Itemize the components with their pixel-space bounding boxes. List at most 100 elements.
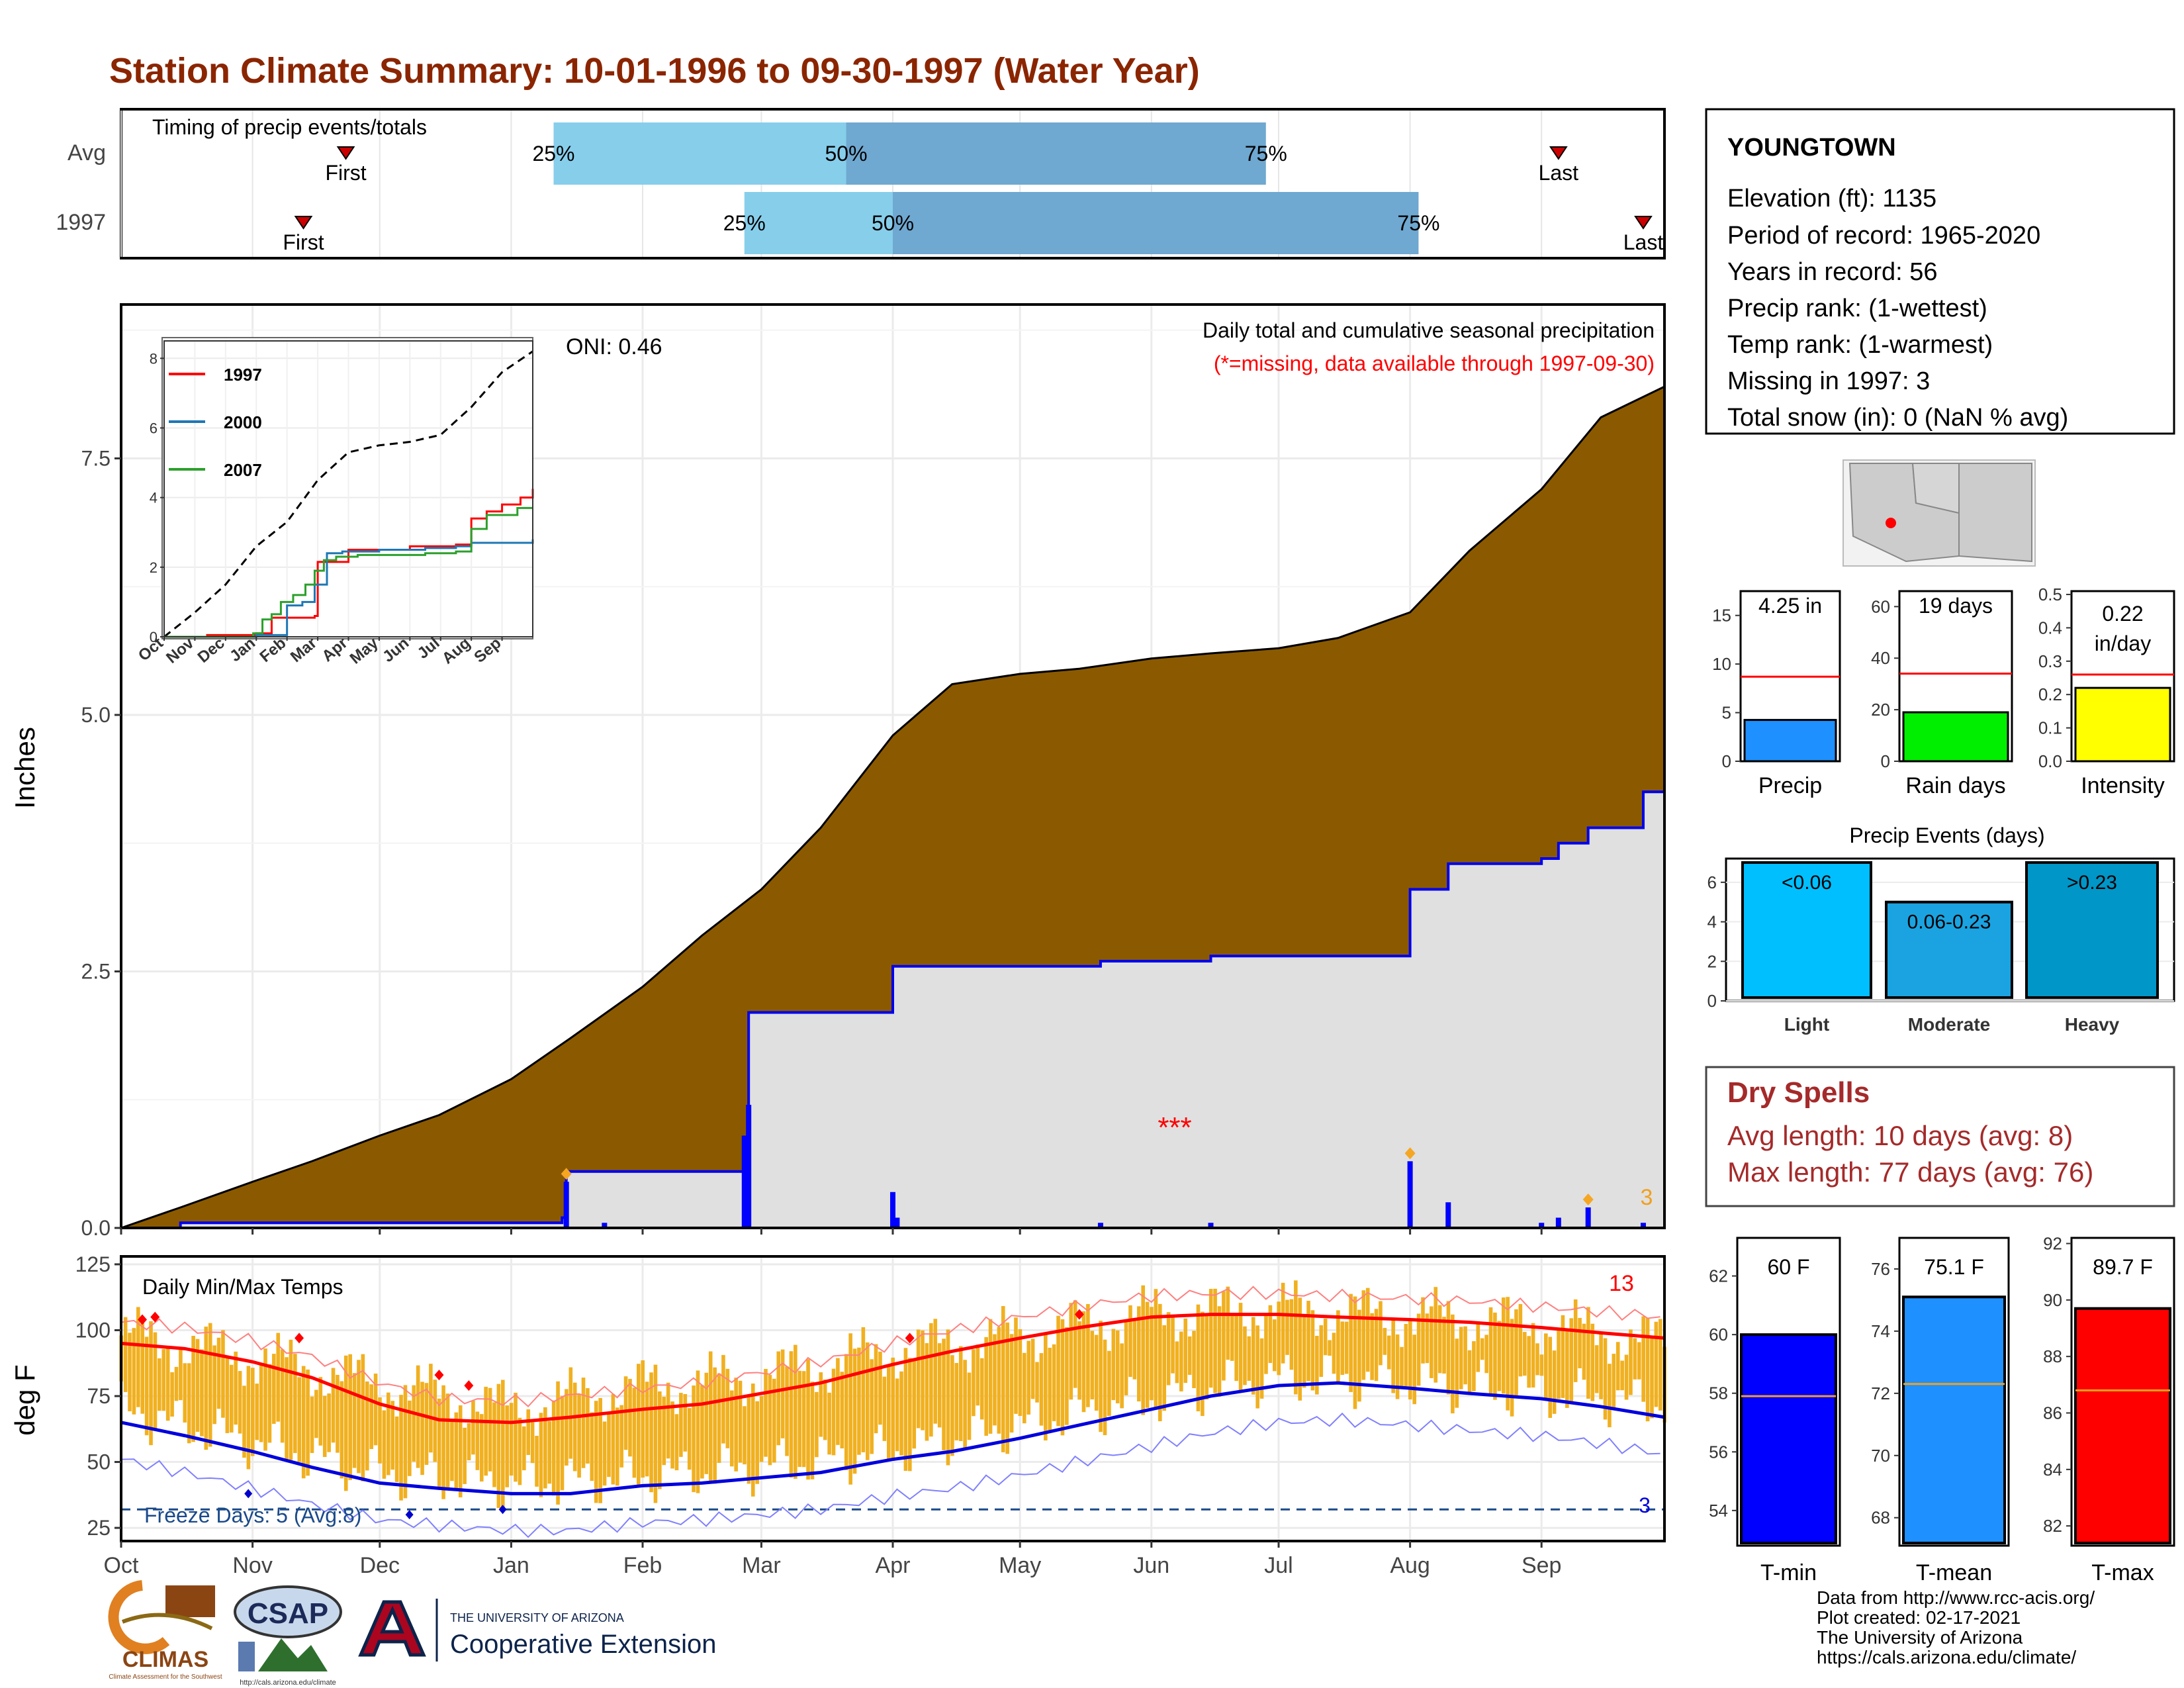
temp-xtick-label: Jan bbox=[493, 1553, 529, 1578]
daily-temp-bar bbox=[259, 1363, 263, 1442]
daily-temp-bar bbox=[815, 1391, 819, 1458]
daily-temp-bar bbox=[1208, 1289, 1213, 1388]
temp-xtick-label: May bbox=[999, 1553, 1041, 1578]
timing-pct-label: 25% bbox=[532, 142, 574, 165]
daily-temp-bar bbox=[1455, 1338, 1459, 1408]
daily-temp-bar bbox=[759, 1395, 764, 1462]
daily-temp-bar bbox=[1446, 1301, 1451, 1395]
daily-temp-bar bbox=[1128, 1305, 1132, 1378]
daily-temp-bar bbox=[1026, 1340, 1031, 1415]
daily-temp-bar bbox=[433, 1380, 437, 1462]
daily-temp-bar bbox=[153, 1332, 158, 1430]
daily-temp-bar bbox=[1310, 1310, 1315, 1391]
temp-summary-value-text: 75.1 F bbox=[1924, 1255, 1984, 1279]
dry-spells-box: Dry Spells Avg length: 10 days (avg: 8) … bbox=[1705, 1066, 2175, 1207]
daily-temp-bar bbox=[1629, 1329, 1633, 1395]
oni-label: ONI: 0.46 bbox=[566, 334, 662, 359]
daily-temp-bar bbox=[1272, 1319, 1277, 1372]
last-label: Last bbox=[1623, 230, 1664, 254]
summary-bar-label: Precip bbox=[1758, 773, 1822, 798]
hot-count: 13 bbox=[1609, 1271, 1634, 1296]
daily-temp-bar bbox=[692, 1385, 696, 1493]
temp-ytick-label: 50 bbox=[87, 1450, 111, 1474]
inset-line-2007 bbox=[164, 506, 533, 638]
heavy-event-marker bbox=[561, 1168, 572, 1180]
daily-temp-bar bbox=[149, 1321, 153, 1446]
daily-temp-bar bbox=[1654, 1321, 1659, 1407]
temp-xtick-label: Nov bbox=[232, 1553, 272, 1578]
daily-temp-bar bbox=[1226, 1286, 1230, 1360]
daily-temp-bar bbox=[1281, 1282, 1285, 1364]
heavy-event-marker bbox=[1404, 1147, 1416, 1160]
precip-ytick-label: 5.0 bbox=[81, 703, 111, 727]
daily-temp-bar bbox=[641, 1360, 645, 1478]
temp-summary-label: T-max bbox=[2091, 1560, 2154, 1585]
temp-summary-value-text: 60 F bbox=[1767, 1255, 1809, 1279]
daily-temp-bar bbox=[1612, 1354, 1616, 1411]
timing-pct-label: 75% bbox=[1397, 211, 1439, 235]
daily-precip-bar bbox=[1585, 1207, 1591, 1228]
daily-temp-bar bbox=[1476, 1323, 1480, 1372]
daily-temp-bar bbox=[161, 1348, 166, 1411]
summary-ytick-label: 0.3 bbox=[2038, 651, 2062, 671]
daily-temp-bar bbox=[340, 1381, 344, 1479]
ua-logo: THE UNIVERSITY OF ARIZONA Cooperative Ex… bbox=[358, 1599, 716, 1662]
csap-mountain bbox=[258, 1638, 328, 1671]
daily-temp-bar bbox=[1243, 1326, 1247, 1385]
daily-temp-bar bbox=[1323, 1319, 1328, 1356]
daily-temp-bar bbox=[878, 1351, 882, 1425]
daily-temp-bar bbox=[263, 1348, 267, 1451]
temp-summary-ytick-label: 60 bbox=[1709, 1325, 1728, 1344]
daily-temp-bar bbox=[1264, 1314, 1268, 1374]
daily-temp-bar bbox=[560, 1395, 565, 1491]
credit-url: https://cals.arizona.edu/climate/ bbox=[1817, 1647, 2076, 1667]
daily-temp-bar bbox=[810, 1382, 815, 1479]
daily-temp-bar bbox=[467, 1423, 471, 1460]
daily-temp-bar bbox=[1124, 1319, 1128, 1395]
daily-temp-bar bbox=[229, 1364, 234, 1433]
climas-logo-mark bbox=[108, 1580, 170, 1654]
daily-temp-bar bbox=[801, 1371, 806, 1468]
daily-temp-bar bbox=[479, 1414, 484, 1482]
credit-university: The University of Arizona bbox=[1817, 1627, 2023, 1648]
daily-temp-bar bbox=[1400, 1346, 1404, 1389]
daily-temp-bar bbox=[764, 1368, 768, 1457]
daily-temp-bar bbox=[471, 1401, 475, 1455]
daily-temp-bar bbox=[683, 1393, 688, 1452]
climas-logo-text: CLIMAS bbox=[122, 1647, 208, 1672]
daily-temp-bar bbox=[518, 1417, 522, 1485]
daily-temp-bar bbox=[780, 1349, 785, 1438]
daily-temp-bar bbox=[713, 1367, 717, 1484]
temp-summary-ytick-label: 54 bbox=[1709, 1501, 1728, 1521]
dry-spells-title: Dry Spells bbox=[1727, 1076, 1870, 1109]
temp-summary-label: T-min bbox=[1760, 1560, 1817, 1585]
temp-summary-ytick-label: 76 bbox=[1871, 1259, 1890, 1279]
daily-temp-bar bbox=[387, 1392, 390, 1476]
daily-temp-bar bbox=[140, 1323, 145, 1414]
daily-temp-bar bbox=[1099, 1321, 1103, 1432]
daily-temp-bar bbox=[1522, 1332, 1527, 1376]
events-bar-range: <0.06 bbox=[1782, 872, 1832, 894]
daily-temp-bar bbox=[908, 1358, 912, 1472]
daily-temp-bar bbox=[1518, 1303, 1523, 1377]
daily-temp-bar bbox=[183, 1363, 187, 1423]
daily-precip-bar bbox=[1640, 1223, 1646, 1228]
summary-ytick-label: 60 bbox=[1871, 596, 1890, 616]
daily-temp-bar bbox=[165, 1346, 170, 1421]
temp-summary-ytick-label: 92 bbox=[2043, 1234, 2062, 1254]
record-low-marker bbox=[244, 1489, 253, 1499]
daily-temp-bar bbox=[844, 1354, 848, 1471]
daily-temp-bar bbox=[1624, 1354, 1629, 1400]
daily-temp-bar bbox=[1387, 1335, 1391, 1370]
daily-temp-bar bbox=[535, 1435, 539, 1487]
daily-temp-bar bbox=[420, 1382, 424, 1476]
daily-temp-bar bbox=[865, 1342, 870, 1460]
station-line-snow: Total snow (in): 0 (NaN % avg) bbox=[1727, 404, 2068, 432]
daily-precip-bar bbox=[1208, 1223, 1214, 1228]
daily-temp-bar bbox=[1641, 1316, 1645, 1402]
events-bar-label: Light bbox=[1784, 1014, 1829, 1035]
daily-temp-bar bbox=[572, 1382, 577, 1472]
daily-precip-bar bbox=[890, 1192, 895, 1228]
daily-temp-bar bbox=[577, 1394, 581, 1478]
temp-ytick-label: 125 bbox=[75, 1252, 111, 1276]
